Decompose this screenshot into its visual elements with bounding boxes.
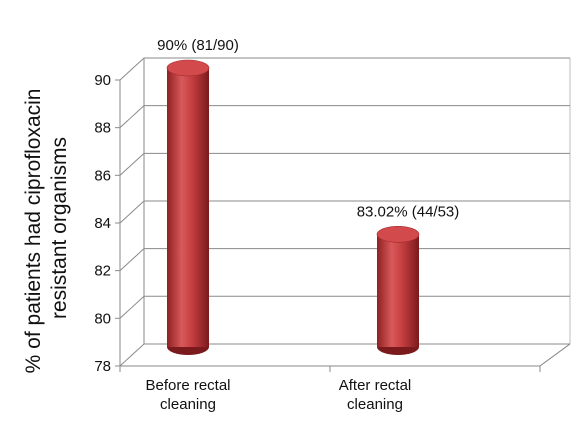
y-tick-label: 78 [94,358,111,375]
data-label: 83.02% (44/53) [357,203,460,220]
data-label: 90% (81/90) [157,37,239,54]
gridline-side [119,57,145,81]
bar-body [167,68,209,347]
bar-top [166,59,210,77]
x-category-label-line: Before rectal [145,377,230,394]
gridline-side [119,248,145,272]
y-tick-label: 80 [94,310,111,327]
bars [166,59,420,355]
x-category-label-line: cleaning [347,396,403,413]
labels: 90% (81/90) 83.02% (44/53) Before rectal cl… [145,37,459,413]
y-axis-title-line-2: resistant organisms [48,137,71,319]
y-tick-label: 86 [94,167,111,184]
y-axis-title: % of patients had ciprofloxacin resistan… [22,83,71,374]
gridline-side [119,105,145,129]
y-tick-label: 84 [94,215,111,232]
y-axis-title-line-1: % of patients had ciprofloxacin [22,89,45,374]
gridline-side [119,152,145,176]
x-category-label: Before rectal cleaning [145,377,230,413]
bar-top [376,226,420,243]
gridline-side [119,343,145,367]
x-category-label-line: After rectal [339,377,412,394]
bar-body [377,234,419,347]
x-category-label: After rectal cleaning [339,377,412,413]
y-tick-label: 82 [94,263,111,280]
x-category-label-line: cleaning [160,396,216,413]
gridline-side [119,200,145,224]
y-tick-label: 88 [94,120,111,137]
bar [166,59,210,355]
floor-right-edge [539,343,571,367]
bar [376,226,420,355]
y-axis-ticks: 78 80 82 84 86 88 90 [94,72,541,375]
y-tick-label: 90 [94,72,111,89]
gridline-side [119,295,145,319]
